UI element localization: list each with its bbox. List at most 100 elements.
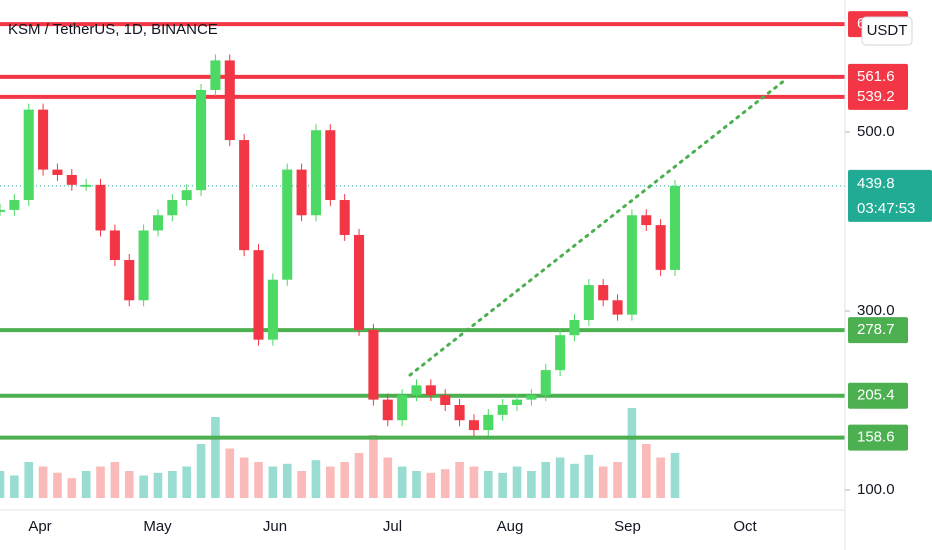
- candle-body: [66, 174, 77, 185]
- candle-body: [0, 209, 6, 212]
- candle-body: [468, 420, 479, 431]
- level-label-box: [848, 63, 908, 90]
- candle-body: [224, 60, 235, 141]
- candle-body: [598, 285, 609, 301]
- candle-body: [109, 230, 120, 261]
- candle-body: [124, 260, 135, 301]
- candle-body: [368, 329, 379, 400]
- volume-bar: [124, 471, 134, 498]
- volume-bar: [541, 462, 551, 498]
- volume-bar: [598, 466, 608, 498]
- volume-bar: [182, 466, 192, 498]
- volume-bar: [153, 472, 163, 498]
- volume-bar: [354, 453, 364, 498]
- candle-body: [181, 190, 192, 201]
- volume-bar: [397, 466, 407, 498]
- candle-body: [440, 395, 451, 406]
- trendline: [408, 78, 787, 377]
- x-tick-label: Jul: [383, 518, 402, 535]
- level-label: 278.7: [857, 321, 895, 338]
- candle-body: [253, 250, 264, 340]
- candle-body: [497, 405, 508, 415]
- candle-body: [138, 230, 149, 301]
- volume-bar: [584, 454, 594, 498]
- candle-body: [23, 109, 34, 201]
- candle-body: [382, 399, 393, 421]
- candle-body: [267, 279, 278, 340]
- candle-body: [583, 285, 594, 320]
- candle-body: [641, 215, 652, 226]
- candle-body: [210, 60, 221, 90]
- volume-bar: [555, 457, 565, 498]
- volume-bar: [110, 462, 120, 498]
- candle-body: [483, 414, 494, 431]
- volume-bar: [627, 408, 637, 498]
- x-tick-label: Aug: [497, 518, 524, 535]
- candle-body: [612, 300, 623, 315]
- candle-body: [555, 335, 566, 371]
- level-label: 205.4: [857, 387, 895, 404]
- x-tick-label: Sep: [614, 518, 641, 535]
- plot-area: [0, 22, 845, 498]
- volume-bar: [570, 463, 579, 498]
- x-tick-label: May: [143, 518, 172, 535]
- volume-bar: [81, 471, 91, 498]
- candle-body: [282, 169, 293, 280]
- volume-bar: [641, 444, 651, 498]
- volume-bar: [512, 466, 522, 498]
- volume-bar: [67, 478, 77, 498]
- candle-body: [397, 395, 408, 421]
- y-tick-label: 300.0: [857, 302, 895, 319]
- volume-bar: [426, 472, 436, 498]
- candle-body: [354, 234, 365, 330]
- x-tick-label: Jun: [263, 518, 287, 535]
- volume-bar: [670, 453, 680, 498]
- level-label: 158.6: [857, 429, 895, 446]
- candle-body: [310, 130, 321, 216]
- volume-bar: [383, 457, 393, 498]
- candle-body: [167, 200, 178, 216]
- volume-bar: [469, 466, 479, 498]
- x-tick-label: Apr: [28, 518, 51, 535]
- volume-bar: [53, 472, 62, 498]
- currency-label[interactable]: USDT: [867, 22, 908, 39]
- candle-body: [339, 200, 350, 235]
- volume-bar: [297, 471, 306, 498]
- candle-body: [569, 319, 580, 336]
- volume-bar: [168, 471, 177, 498]
- volume-bar: [225, 448, 235, 498]
- volume-bar: [268, 466, 278, 498]
- level-label: 539.2: [857, 88, 895, 105]
- volume-bar: [139, 475, 148, 498]
- candle-body: [325, 130, 336, 201]
- countdown: 03:47:53: [857, 200, 915, 217]
- candle-body: [511, 399, 523, 406]
- candle-body: [669, 185, 681, 270]
- candle-body: [296, 169, 307, 216]
- candle-body: [239, 140, 250, 251]
- volume-bar: [10, 475, 19, 498]
- volume-bar: [527, 471, 536, 498]
- volume-bar: [254, 462, 263, 498]
- candle-body: [38, 109, 49, 170]
- candle-body: [540, 370, 551, 396]
- level-label: 561.6: [857, 68, 895, 85]
- volume-bar: [412, 471, 421, 498]
- candle-body: [52, 169, 63, 175]
- volume-bar: [38, 466, 48, 498]
- volume-bar: [24, 462, 34, 498]
- volume-bar: [239, 457, 249, 498]
- level-label-box: [848, 83, 908, 110]
- volume-bar: [311, 460, 321, 498]
- y-tick-label: 500.0: [857, 123, 895, 140]
- volume-bar: [455, 462, 464, 498]
- volume-bar: [96, 466, 105, 498]
- currency-button[interactable]: [861, 16, 913, 46]
- volume-bar: [0, 471, 5, 498]
- level-label-box: [848, 424, 908, 451]
- volume-bar: [282, 463, 292, 498]
- volume-bar: [483, 471, 493, 498]
- level-label-box: [848, 317, 908, 344]
